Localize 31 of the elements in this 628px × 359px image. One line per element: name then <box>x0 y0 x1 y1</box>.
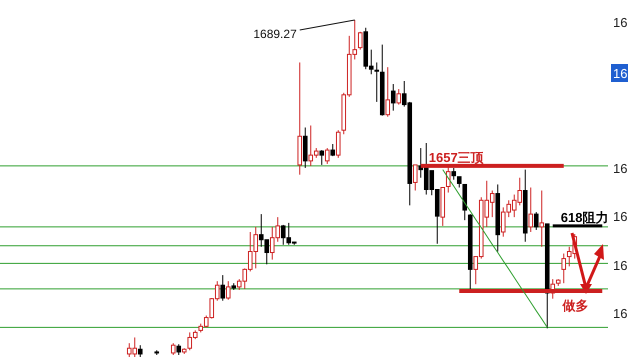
candlestick <box>528 186 534 232</box>
legend-label: 做多 <box>561 298 588 313</box>
candlestick <box>539 190 544 248</box>
candlestick <box>374 62 380 102</box>
text: 16 <box>613 258 628 273</box>
text: 16 <box>613 15 628 30</box>
series-label: 618阻力 <box>560 210 608 225</box>
candlestick <box>451 167 456 180</box>
text: 16 <box>613 209 628 224</box>
candlestick <box>330 144 336 157</box>
annotation: 1689.27 <box>253 27 298 41</box>
candlestick <box>385 66 390 118</box>
candlestick <box>170 342 176 356</box>
candlestick <box>561 253 566 284</box>
text: 16 <box>613 66 628 81</box>
candlestick <box>220 274 226 302</box>
candlestick <box>390 84 396 112</box>
candlestick <box>396 88 402 106</box>
candlestick <box>456 176 462 188</box>
candlestick <box>176 344 182 356</box>
candlestick <box>534 212 539 230</box>
candlestick <box>324 148 330 164</box>
candlestick <box>412 164 418 192</box>
text: 16 <box>613 306 628 321</box>
candlestick <box>336 130 341 158</box>
candlestick <box>226 280 231 300</box>
candlestick <box>358 31 363 50</box>
series-label: 1657三顶 <box>428 150 485 165</box>
candlestick <box>319 150 324 166</box>
candlestick <box>138 344 143 358</box>
text: 16 <box>613 161 628 176</box>
